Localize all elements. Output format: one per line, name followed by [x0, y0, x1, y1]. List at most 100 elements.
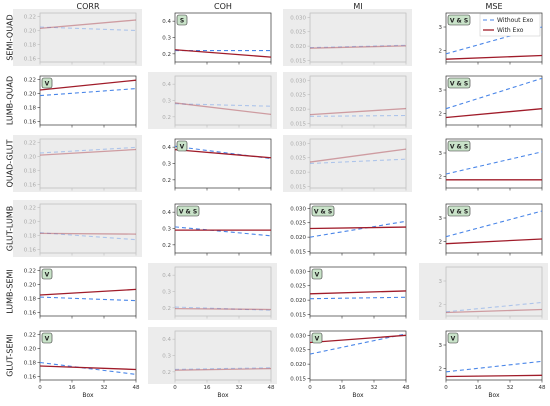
row-label: QUAD-GLUT — [6, 139, 15, 187]
y-tick-label: 0.025 — [290, 30, 306, 36]
y-tick-label: 0.4 — [162, 145, 171, 151]
panel-frame — [39, 330, 137, 381]
significance-badge-label: V — [180, 144, 185, 151]
y-tick-label: 3 — [439, 151, 443, 157]
y-tick-label: 3 — [439, 343, 443, 349]
y-tick-label: 0.20 — [24, 92, 37, 98]
y-tick-label: 0.2 — [162, 178, 171, 184]
series-line-with-exo — [445, 108, 543, 119]
series-line-with-exo — [174, 102, 272, 116]
x-axis-label: Box — [352, 392, 364, 399]
significance-badge-label: V — [315, 336, 320, 343]
series-line-without-exo — [309, 296, 407, 300]
x-tick-label: 32 — [371, 385, 378, 391]
x-tick-label: 0 — [38, 385, 42, 391]
x-tick-label: 16 — [339, 385, 346, 391]
panel-frame — [445, 266, 543, 317]
y-tick-label: 0.2 — [162, 243, 171, 249]
row-label: LUMB-QUAD — [6, 76, 15, 125]
series-line-with-exo — [309, 107, 407, 116]
panel-frame — [174, 75, 272, 126]
y-tick-label: 0.18 — [24, 43, 37, 49]
row-label: SEMI-QUAD — [6, 14, 15, 60]
y-tick-label: 2 — [439, 48, 443, 54]
series-line-with-exo — [309, 334, 407, 344]
y-tick-label: 0.16 — [24, 57, 37, 63]
y-tick-label: 0.16 — [24, 183, 37, 189]
y-tick-label: 2 — [439, 239, 443, 245]
y-tick-label: 0.16 — [24, 311, 37, 317]
x-axis-label: Box — [82, 392, 94, 399]
series-line-with-exo — [39, 365, 137, 371]
panel-frame — [39, 266, 137, 317]
y-tick-label: 0.4 — [162, 19, 171, 25]
significance-badge — [176, 205, 200, 217]
x-tick-label: 48 — [268, 385, 275, 391]
column-title: CORR — [77, 2, 100, 11]
column-title: COH — [214, 2, 232, 11]
series-line-with-exo — [39, 19, 137, 30]
y-tick-label: 0.025 — [290, 156, 306, 162]
y-tick-label: 0.4 — [162, 273, 171, 279]
legend-label-with-exo: With Exo — [497, 27, 524, 34]
series-line-without-exo — [39, 88, 137, 97]
y-tick-label: 0.015 — [290, 122, 306, 128]
column-title: MSE — [485, 2, 502, 11]
y-tick-label: 2 — [439, 111, 443, 117]
series-line-without-exo — [445, 210, 543, 238]
series-line-with-exo — [174, 308, 272, 311]
y-tick-label: 0.030 — [290, 141, 306, 147]
y-tick-label: 0.3 — [162, 227, 171, 233]
x-tick-label: 16 — [69, 385, 76, 391]
y-tick-label: 0.2 — [162, 370, 171, 376]
significance-badge — [447, 77, 471, 89]
series-line-with-exo — [39, 148, 137, 156]
y-tick-label: 0.015 — [290, 377, 306, 383]
y-tick-label: 0.025 — [290, 284, 306, 290]
significance-badge — [41, 268, 53, 280]
y-tick-label: 0.020 — [290, 107, 306, 113]
panel-frame — [39, 203, 137, 254]
y-tick-label: 0.3 — [162, 36, 171, 42]
x-tick-label: 16 — [475, 385, 482, 391]
series-line-with-exo — [445, 308, 543, 314]
series-line-without-exo — [174, 103, 272, 107]
panel-frame — [174, 330, 272, 381]
y-tick-label: 0.015 — [290, 313, 306, 319]
series-line-without-exo — [309, 158, 407, 165]
x-tick-label: 32 — [236, 385, 243, 391]
y-tick-label: 0.22 — [24, 78, 36, 84]
series-line-with-exo — [309, 290, 407, 295]
y-tick-label: 3 — [439, 279, 443, 285]
series-line-without-exo — [445, 301, 543, 313]
y-tick-label: 0.2 — [162, 52, 171, 58]
series-line-with-exo — [309, 45, 407, 49]
significance-badge-label: V & S — [450, 209, 468, 216]
y-tick-label: 0.20 — [24, 283, 37, 289]
y-tick-label: 0.015 — [290, 185, 306, 191]
y-tick-label: 0.18 — [24, 297, 37, 303]
x-tick-label: 48 — [133, 385, 140, 391]
y-tick-label: 0.3 — [162, 99, 171, 105]
series-line-without-exo — [39, 296, 137, 302]
x-tick-label: 32 — [101, 385, 108, 391]
panel-frame — [309, 75, 407, 126]
y-tick-label: 0.030 — [290, 333, 306, 339]
panel-frame — [174, 138, 272, 189]
y-tick-label: 0.20 — [24, 347, 37, 353]
panel-frame — [39, 138, 137, 189]
x-tick-label: 0 — [444, 385, 448, 391]
y-tick-label: 0.4 — [162, 210, 171, 216]
y-tick-label: 0.22 — [24, 141, 36, 147]
significance-badge-label: V & S — [179, 209, 197, 216]
significance-badge — [176, 140, 188, 152]
y-tick-label: 3 — [439, 25, 443, 31]
y-tick-label: 0.16 — [24, 248, 37, 254]
series-line-without-exo — [309, 114, 407, 117]
series-line-without-exo — [445, 77, 543, 110]
y-tick-label: 0.20 — [24, 155, 37, 161]
x-tick-label: 48 — [539, 385, 546, 391]
series-line-with-exo — [174, 49, 272, 58]
legend-label-without-exo: Without Exo — [497, 17, 534, 24]
